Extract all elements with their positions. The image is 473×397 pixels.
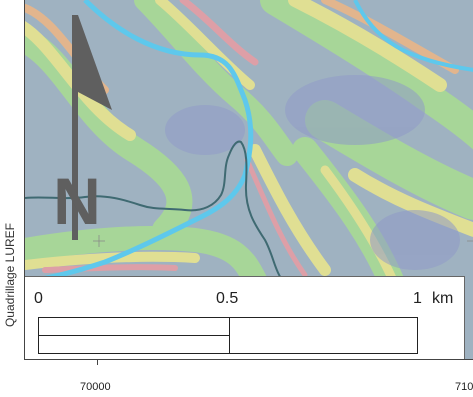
river-path <box>25 0 254 285</box>
scale-unit: km <box>432 290 454 307</box>
north-letter: N <box>53 164 101 238</box>
coord-label-x2: 710 <box>455 381 473 393</box>
scale-zero: 0 <box>34 290 43 307</box>
map-canvas[interactable]: N <box>24 0 473 360</box>
axis-tick <box>97 359 98 365</box>
river-tributary <box>353 0 473 72</box>
scale-half: 0.5 <box>216 290 239 307</box>
grid-label: Quadrillage LUREF <box>3 222 17 328</box>
scale-bar-divider <box>229 318 230 353</box>
relief-map: N <box>25 0 473 359</box>
north-arrow: N <box>53 15 112 240</box>
scale-bar-graphic <box>38 317 418 354</box>
scale-bar-midline <box>39 335 229 336</box>
coord-label-x1: 70000 <box>80 381 111 393</box>
valley-areas <box>165 75 460 270</box>
scale-one: 1 <box>413 290 422 307</box>
contour-line <box>25 140 282 279</box>
scale-bar: 0 0.5 1 km <box>25 276 465 359</box>
